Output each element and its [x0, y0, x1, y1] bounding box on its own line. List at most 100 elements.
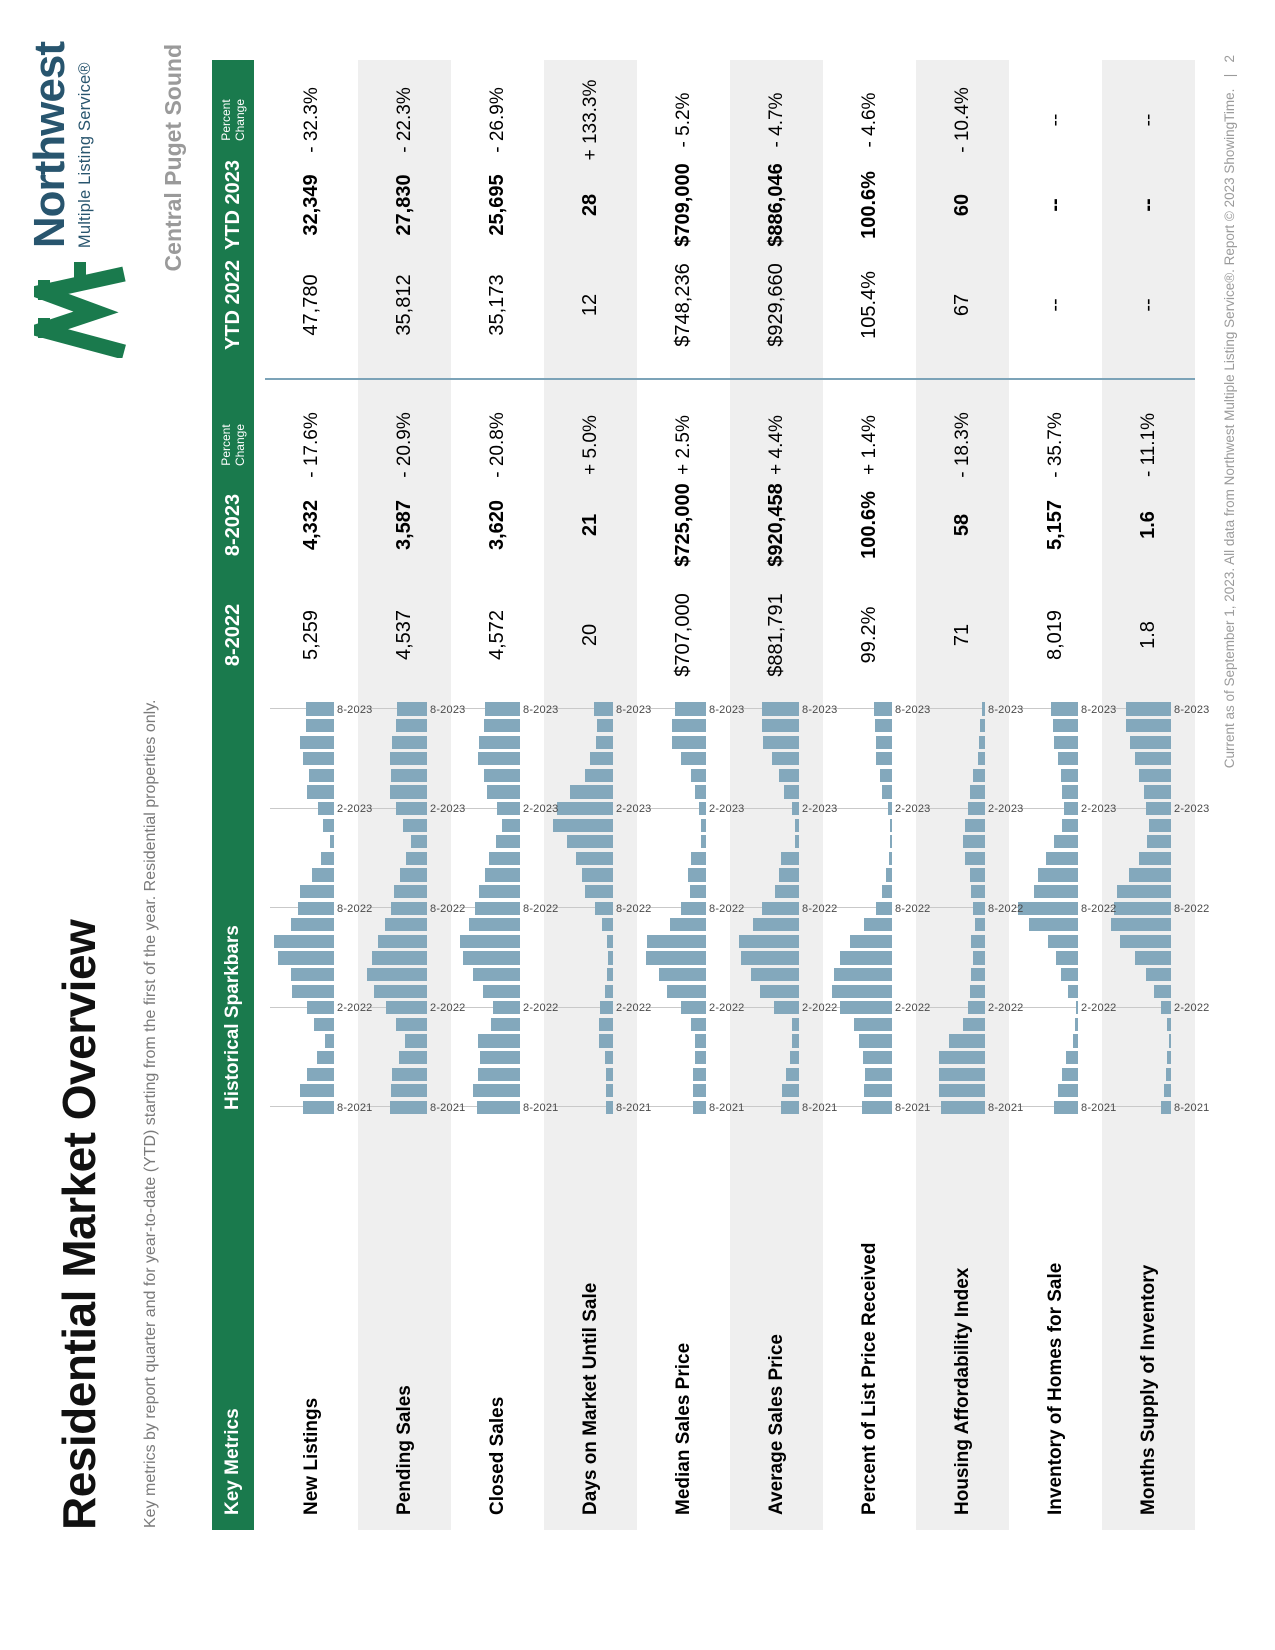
value-percent-change: - 11.1% [1137, 412, 1159, 478]
sparkbar [463, 951, 520, 965]
sparkbar [570, 785, 613, 799]
sparkbar [688, 868, 706, 882]
sparkbar [1154, 984, 1171, 998]
sparkbar [760, 984, 799, 998]
table-row: Inventory of Homes for Sale 8-2021 2-2022 8… [1009, 60, 1116, 1530]
sparkbar [396, 802, 427, 816]
sparkbar-axis-label: 2-2022 [430, 1002, 466, 1015]
sparkbar [303, 1100, 334, 1114]
sparkbar [477, 1100, 520, 1114]
sparkbar-axis-label: 8-2021 [430, 1102, 466, 1114]
sparkbar-axis-label: 8-2021 [337, 1102, 373, 1114]
sparkbar-axis-label: 8-2023 [802, 703, 838, 716]
sparkbar [863, 1051, 892, 1065]
sparkbar [478, 1034, 520, 1048]
sparkbar [790, 1051, 799, 1065]
value-ytd-percent-change: - 32.3% [300, 87, 322, 153]
sparkbar [307, 785, 334, 799]
sparkbar-gridline [921, 708, 985, 710]
sparkbar [485, 702, 520, 716]
sparkbar [973, 768, 985, 782]
sparkbar [695, 785, 706, 799]
sparkbar-axis-label: 2-2023 [802, 803, 838, 816]
sparkbar [291, 918, 334, 932]
sparkbar-axis-label: 8-2023 [523, 703, 559, 716]
sparkbar [605, 1051, 613, 1065]
sparkbar [597, 719, 613, 733]
sparkbar [792, 1034, 799, 1048]
sparkbar-gridline [828, 807, 892, 809]
sparkbar [400, 868, 427, 882]
sparkbar [864, 918, 892, 932]
sparkbar [385, 918, 427, 932]
sparkbar-axis-label: 2-2023 [337, 803, 373, 816]
metric-name: Percent of List Price Received [858, 1242, 880, 1515]
sparkbar [497, 802, 520, 816]
sparkbar [502, 818, 520, 832]
sparkbar [691, 851, 706, 865]
sparkbar [602, 918, 613, 932]
table-row: Closed Sales 8-2021 2-2022 8-2022 2-2023 8-20… [451, 60, 558, 1530]
sparkbar-axis-label: 2-2022 [895, 1002, 931, 1015]
sparkbar [792, 802, 799, 816]
metric-name: Months Supply of Inventory [1137, 1264, 1159, 1515]
table-row: New Listings 8-2021 2-2022 8-2022 2-2023 8-20… [265, 60, 372, 1530]
sparkbar [850, 934, 892, 948]
sparkbar-axis-label: 8-2022 [895, 902, 931, 915]
sparkbar [876, 752, 892, 766]
value-percent-change: + 1.4% [858, 415, 880, 475]
sparkbar [862, 1100, 892, 1114]
sparkbar [973, 901, 985, 915]
sparkbar [553, 818, 613, 832]
header-ytd-percent-change: Percent Change [218, 98, 247, 142]
sparkbar [479, 885, 520, 899]
sparkbar [772, 752, 799, 766]
sparkbar-axis-label: 8-2023 [1081, 703, 1117, 716]
sparkbar [939, 1067, 985, 1081]
sparkbar [496, 835, 520, 849]
sparkbar [582, 868, 613, 882]
sparkbar [1146, 968, 1171, 982]
sparkbar [567, 835, 613, 849]
sparkbar [699, 802, 706, 816]
sparkbar [585, 768, 613, 782]
sparkbar [1018, 901, 1078, 915]
sparkbar [970, 984, 985, 998]
sparkbar [484, 719, 520, 733]
sparkbar [693, 1067, 706, 1081]
sparkbar [973, 951, 985, 965]
sparkbar [1117, 885, 1171, 899]
header-percent-change: Percent Change [218, 423, 247, 467]
value-ytd-percent-change: -- [1044, 113, 1066, 127]
sparkbar [874, 702, 892, 716]
sparkbar [314, 1017, 334, 1031]
sparkbar-axis-label: 8-2023 [1174, 703, 1210, 716]
sparkbar-axis-label: 2-2023 [1081, 803, 1117, 816]
sparkbar [607, 968, 613, 982]
sparkbar [475, 901, 520, 915]
sparkbar [681, 1001, 706, 1015]
value-percent-change: - 20.8% [486, 412, 508, 478]
metric-name: Inventory of Homes for Sale [1044, 1262, 1066, 1515]
sparkbar [751, 968, 799, 982]
sparkbar [483, 984, 520, 998]
sparkbar-axis-label: 2-2023 [1174, 803, 1210, 816]
sparkbar [1120, 934, 1171, 948]
sparkbar [834, 968, 892, 982]
sparkbar [840, 951, 892, 965]
sparkbar [890, 835, 892, 849]
sparkbar [1161, 1001, 1171, 1015]
table-row: Pending Sales 8-2021 2-2022 8-2022 2-2023 8-2… [358, 60, 465, 1530]
sparkbar-axis-label: 8-2021 [802, 1102, 838, 1114]
sparkbar [970, 868, 985, 882]
sparkbar [1161, 1100, 1171, 1114]
sparkbar [1054, 1100, 1078, 1114]
footer-separator: | [1222, 73, 1237, 78]
sparkbar [762, 901, 799, 915]
value-percent-change: - 20.9% [393, 412, 415, 478]
logo-name: Northwest [25, 42, 74, 249]
sparkbar [980, 719, 985, 733]
sparkbar [487, 785, 520, 799]
